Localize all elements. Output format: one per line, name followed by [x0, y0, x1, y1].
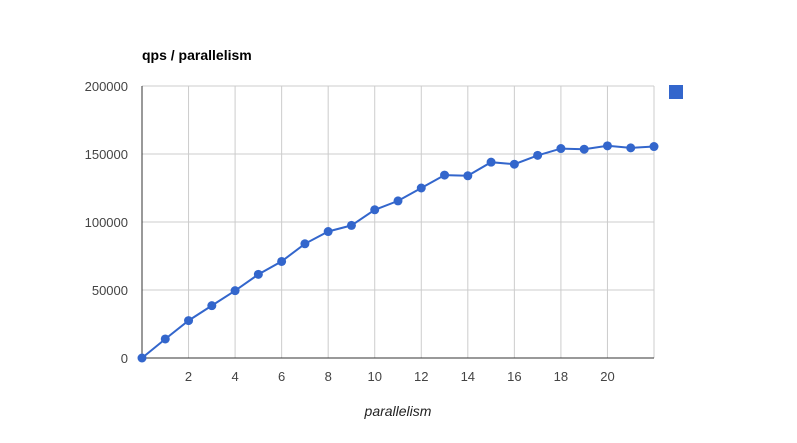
x-tick-label: 12: [414, 369, 428, 384]
x-tick-label: 10: [367, 369, 381, 384]
data-point: [533, 150, 543, 160]
y-tick-label: 50000: [92, 283, 128, 298]
legend: [669, 85, 683, 99]
data-point: [393, 196, 403, 206]
tick-labels: 0 50000 100000 150000 200000 2 4 6 8 10 12 14 16 18 20: [85, 79, 615, 384]
series: [137, 141, 659, 363]
data-point: [207, 301, 217, 311]
data-point: [556, 144, 566, 154]
data-point: [416, 183, 426, 193]
data-point: [160, 334, 170, 344]
data-point: [137, 353, 147, 363]
y-tick-label: 0: [121, 351, 128, 366]
data-point: [486, 157, 496, 167]
data-point: [649, 142, 659, 152]
y-tick-label: 150000: [85, 147, 128, 162]
data-point: [602, 141, 612, 151]
y-tick-label: 100000: [85, 215, 128, 230]
data-point: [277, 256, 287, 266]
x-tick-label: 14: [461, 369, 475, 384]
data-point: [230, 286, 240, 296]
data-point: [253, 269, 263, 279]
series-line: [141, 144, 655, 359]
x-tick-label: 4: [231, 369, 238, 384]
y-tick-label: 200000: [85, 79, 128, 94]
chart-title: qps / parallelism: [142, 47, 252, 63]
data-point: [509, 159, 519, 169]
x-tick-label: 8: [325, 369, 332, 384]
data-point: [579, 144, 589, 154]
data-point: [626, 143, 636, 153]
axes: [141, 86, 654, 359]
data-point: [440, 170, 450, 180]
data-point: [463, 171, 473, 181]
x-axis-title: parallelism: [364, 403, 432, 419]
data-point: [346, 220, 356, 230]
x-tick-label: 6: [278, 369, 285, 384]
data-point: [323, 227, 333, 237]
grid: [142, 85, 655, 358]
legend-swatch: [669, 85, 683, 99]
data-point: [300, 239, 310, 249]
x-tick-label: 16: [507, 369, 521, 384]
x-tick-label: 2: [185, 369, 192, 384]
data-point: [370, 205, 380, 215]
x-tick-label: 20: [600, 369, 614, 384]
x-tick-label: 18: [554, 369, 568, 384]
data-point: [184, 316, 194, 326]
